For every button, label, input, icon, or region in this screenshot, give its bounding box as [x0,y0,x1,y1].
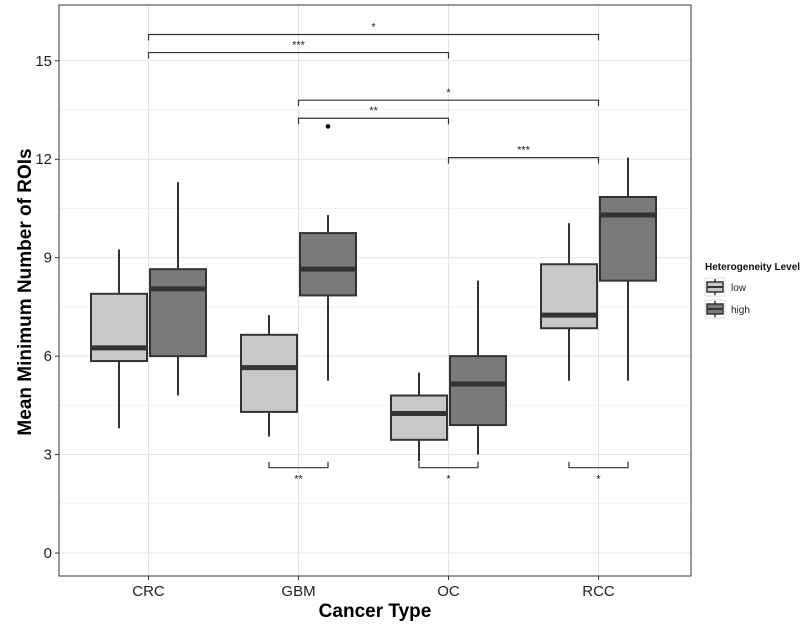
significance-bracket: *** [447,145,600,164]
legend-label: low [731,283,747,294]
box-low-oc [390,372,448,462]
plot-panel-border [58,4,692,577]
box-body [390,394,448,441]
box-layer [90,124,657,462]
significance-bracket: * [147,22,600,41]
box-body [449,355,507,427]
bracket-line [268,461,329,469]
box-low-crc [90,249,148,429]
y-tick-label: 9 [44,250,52,267]
box-body [90,292,148,363]
legend-entry-low: low [704,277,747,297]
x-tick-label: GBM [281,583,315,600]
significance-label: ** [294,474,303,486]
y-tick-label: 0 [44,545,52,562]
significance-label: * [371,22,376,34]
outlier-point [325,124,331,129]
significance-label: * [596,474,601,486]
legend-entries: low high [704,277,750,319]
significance-label: * [446,87,451,99]
significance-label: *** [517,145,531,157]
bracket-line [147,51,450,59]
significance-bracket: *** [147,40,450,59]
box-body [299,232,357,297]
bracket-line [568,461,629,469]
y-tick-label: 15 [35,53,52,70]
x-tick-label: RCC [582,583,615,600]
annotation-layer: ************ * * [147,22,629,486]
y-tick-label: 3 [44,447,52,464]
legend-label: high [731,305,750,316]
box-body [599,195,657,282]
significance-label: *** [292,40,306,52]
axis-layer: 0 3 6 9 12 15 CRC GBM OC RCC [35,53,615,600]
box-body [240,333,298,413]
significance-label: ** [369,105,378,117]
significance-bracket: * [297,87,600,107]
bracket-line [447,156,600,164]
y-axis-title: Mean Minimum Number of ROIs [15,148,36,435]
y-tick-label: 6 [44,348,52,365]
significance-bracket: * [568,461,629,486]
bracket-line [297,99,600,107]
significance-bracket: ** [297,105,450,125]
x-tick-label: OC [437,583,460,600]
y-tick-label: 12 [35,151,52,168]
box-high-oc [449,280,507,455]
box-body [149,268,207,358]
significance-label: * [446,474,451,486]
significance-bracket: ** [268,461,329,486]
x-tick-label: CRC [132,583,165,600]
bracket-line [297,117,450,125]
legend-entry-high: high [704,299,750,319]
grid-layer [59,5,691,576]
box-body [540,263,598,330]
significance-bracket: * [418,461,479,486]
x-axis-title: Cancer Type [319,601,432,622]
legend: Heterogeneity Level low high [704,262,800,319]
box-low-rcc [540,223,598,381]
box-high-rcc [599,157,657,381]
legend-title: Heterogeneity Level [705,262,800,273]
box-high-crc [149,182,207,396]
bracket-line [418,461,479,469]
bracket-line [147,33,600,41]
box-high-gbm [299,124,357,381]
box-low-gbm [240,315,298,437]
